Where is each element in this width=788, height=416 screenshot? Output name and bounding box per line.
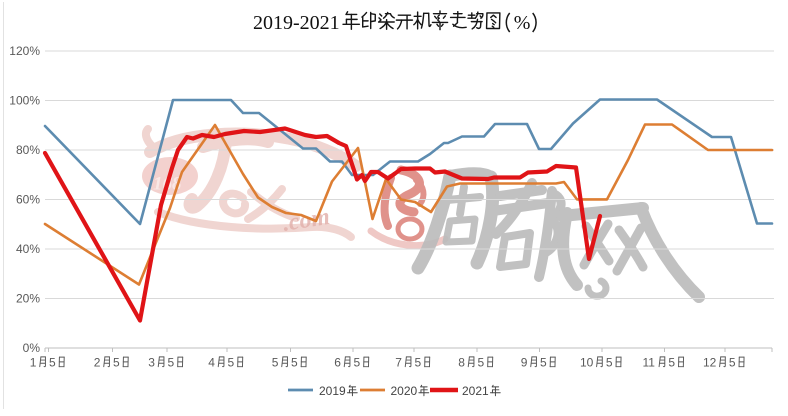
svg-text:2: 2 (94, 356, 101, 370)
svg-text:12: 12 (703, 356, 717, 370)
svg-text:4: 4 (208, 356, 215, 370)
svg-text:%: % (514, 12, 531, 34)
svg-text:10: 10 (580, 356, 594, 370)
svg-text:2019-2021: 2019-2021 (253, 12, 340, 34)
svg-text:5: 5 (540, 356, 547, 370)
svg-text:80%: 80% (16, 143, 40, 157)
svg-text:5: 5 (354, 356, 361, 370)
svg-text:5: 5 (49, 356, 56, 370)
svg-text:5: 5 (668, 356, 675, 370)
svg-text:120%: 120% (9, 44, 40, 58)
svg-text:5: 5 (113, 356, 120, 370)
svg-text:20%: 20% (16, 292, 40, 306)
svg-text:5: 5 (606, 356, 613, 370)
svg-text:1: 1 (30, 356, 37, 370)
svg-text:5: 5 (478, 356, 485, 370)
svg-text:11: 11 (642, 356, 655, 370)
svg-text:2019: 2019 (319, 384, 346, 398)
svg-text:3: 3 (148, 356, 155, 370)
svg-text:5: 5 (729, 356, 736, 370)
svg-text:100%: 100% (9, 94, 40, 108)
svg-text:5: 5 (415, 356, 422, 370)
svg-text:2021: 2021 (462, 384, 489, 398)
svg-text:5: 5 (272, 356, 279, 370)
svg-text:9: 9 (521, 356, 528, 370)
svg-text:7: 7 (395, 356, 402, 370)
svg-text:8: 8 (458, 356, 465, 370)
svg-text:5: 5 (228, 356, 235, 370)
svg-text:60%: 60% (16, 193, 40, 207)
svg-text:6: 6 (334, 356, 341, 370)
svg-text:5: 5 (291, 356, 298, 370)
svg-text:2020: 2020 (391, 384, 418, 398)
svg-text:5: 5 (168, 356, 175, 370)
svg-text:0%: 0% (23, 341, 41, 355)
svg-text:40%: 40% (16, 242, 40, 256)
